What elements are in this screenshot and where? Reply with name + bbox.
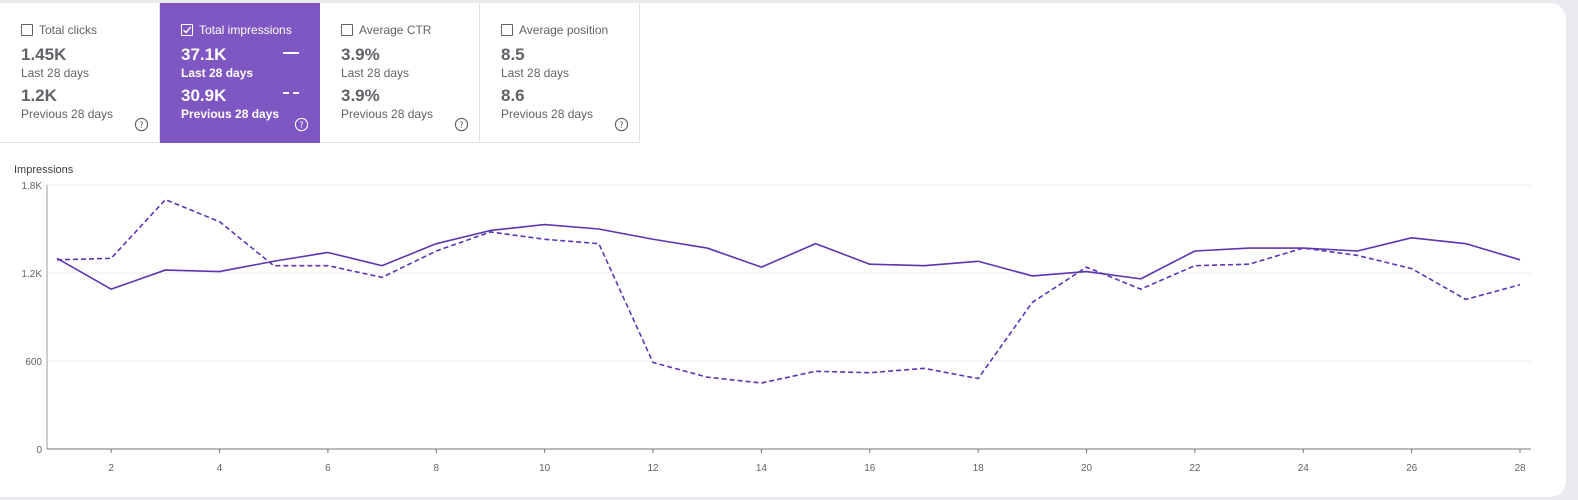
x-tick-label: 18 (973, 463, 985, 474)
metric-name: Total impressions (199, 23, 292, 37)
metric-current-value: 3.9% (341, 45, 380, 64)
metric-current-period: Last 28 days (341, 66, 410, 80)
metric-current-value: 1.45K (21, 45, 67, 64)
metric-average-position[interactable]: Average position 8.5 Last 28 days 8.6 Pr… (480, 3, 640, 143)
svg-text:?: ? (619, 120, 623, 130)
y-tick-label: 1.2K (21, 269, 42, 280)
metric-previous-period: Previous 28 days (501, 107, 594, 121)
question-circle-icon[interactable]: ? (614, 117, 629, 132)
previous-period-series-line (56, 198, 1521, 384)
svg-text:?: ? (299, 120, 303, 130)
metric-current-period: Last 28 days (181, 66, 254, 80)
current-period-series-line (56, 223, 1521, 290)
metric-previous-value: 30.9K (181, 86, 227, 105)
y-tick-label: 600 (25, 357, 42, 368)
x-tick-label: 20 (1081, 463, 1093, 474)
x-tick-label: 4 (217, 463, 223, 474)
svg-text:?: ? (139, 120, 143, 130)
x-tick-label: 28 (1514, 463, 1526, 474)
metric-previous-period: Previous 28 days (181, 107, 280, 121)
metric-tabs: Total clicks 1.45K Last 28 days 1.2K Pre… (0, 3, 640, 143)
x-tick-label: 10 (539, 463, 551, 474)
metric-total-impressions[interactable]: Total impressions 37.1K Last 28 days 30.… (160, 3, 320, 143)
dashed-line-legend-icon (283, 92, 299, 94)
y-tick-label: 1.8K (21, 181, 42, 192)
x-tick-label: 26 (1406, 463, 1418, 474)
metric-name: Average position (519, 23, 609, 37)
y-tick-label: 0 (36, 445, 42, 456)
metric-previous-period: Previous 28 days (21, 107, 114, 121)
x-tick-label: 12 (647, 463, 659, 474)
x-tick-label: 6 (325, 463, 331, 474)
metric-current-value: 37.1K (181, 45, 227, 64)
metric-name: Total clicks (39, 23, 98, 37)
x-tick-label: 22 (1189, 463, 1201, 474)
checkbox-icon[interactable] (341, 24, 353, 36)
metric-average-ctr[interactable]: Average CTR 3.9% Last 28 days 3.9% Previ… (320, 3, 480, 143)
checkbox-icon[interactable] (501, 24, 513, 36)
metric-total-clicks[interactable]: Total clicks 1.45K Last 28 days 1.2K Pre… (0, 3, 160, 143)
x-tick-label: 14 (756, 463, 768, 474)
checkbox-icon[interactable] (21, 24, 33, 36)
metric-previous-value: 1.2K (21, 86, 57, 105)
x-tick-label: 16 (864, 463, 876, 474)
metric-previous-value: 8.6 (501, 86, 525, 105)
performance-card: Total clicks 1.45K Last 28 days 1.2K Pre… (0, 3, 1566, 497)
checkbox-checked-icon[interactable] (181, 24, 193, 36)
metric-previous-period: Previous 28 days (341, 107, 434, 121)
chart-y-axis-label: Impressions (14, 164, 74, 176)
x-tick-label: 24 (1298, 463, 1310, 474)
x-tick-label: 2 (108, 463, 114, 474)
x-tick-label: 8 (434, 463, 440, 474)
question-circle-icon[interactable]: ? (294, 117, 309, 132)
solid-line-legend-icon (283, 52, 299, 54)
metric-current-period: Last 28 days (501, 66, 570, 80)
metric-current-period: Last 28 days (21, 66, 90, 80)
svg-text:?: ? (459, 120, 463, 130)
question-circle-icon[interactable]: ? (454, 117, 469, 132)
metric-current-value: 8.5 (501, 45, 525, 64)
question-circle-icon[interactable]: ? (134, 117, 149, 132)
metric-name: Average CTR (359, 23, 432, 37)
metric-previous-value: 3.9% (341, 86, 380, 105)
